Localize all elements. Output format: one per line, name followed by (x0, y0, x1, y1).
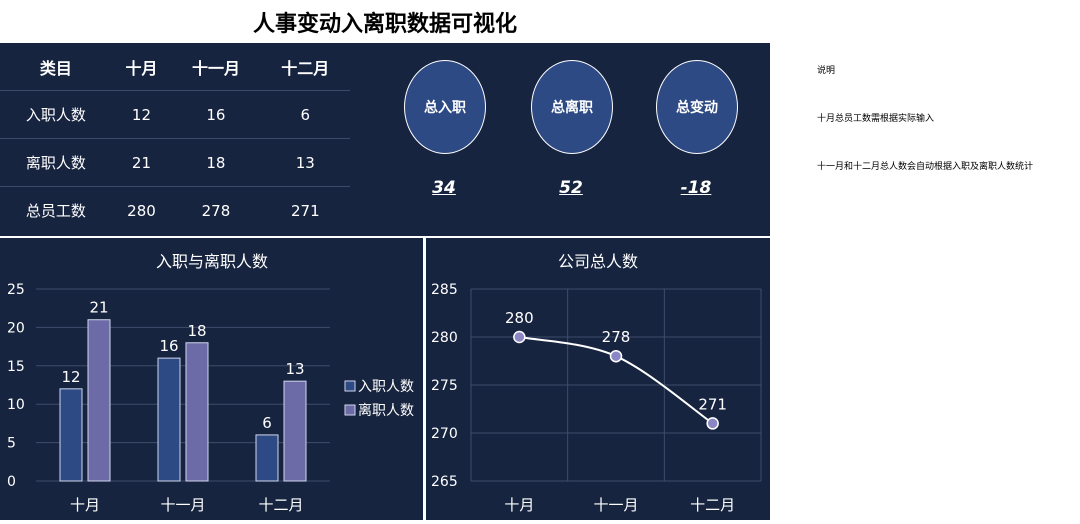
line-x-tick-label: 十月 (504, 496, 534, 514)
line-y-tick-label: 275 (431, 378, 458, 394)
bar (59, 388, 83, 482)
bar-data-label: 12 (61, 368, 80, 386)
bar-chart-title: 入职与离职人数 (156, 252, 268, 271)
table-cell: 入职人数 (0, 90, 112, 139)
total-change-value: -18 (680, 178, 712, 198)
table-header: 十二月 (260, 43, 350, 91)
total-leave-value: 52 (559, 178, 583, 198)
total-hire-badge: 总入职 (404, 60, 486, 154)
bar-y-tick-label: 0 (7, 474, 16, 490)
table-cell: 280 (127, 201, 156, 220)
data-table: 类目 十月 十一月 十二月 入职人数 12 16 6 离职人数 21 18 13… (0, 43, 350, 234)
page-title: 人事变动入离职数据可视化 (252, 12, 517, 37)
line-point (609, 349, 623, 363)
legend-label: 入职人数 (358, 379, 414, 395)
bar (157, 357, 181, 482)
bar-data-label: 18 (187, 322, 206, 340)
line-x-tick-label: 十一月 (593, 496, 638, 514)
table-header: 类目 (0, 43, 112, 91)
table-cell: 离职人数 (0, 138, 112, 187)
table-cell: 13 (260, 138, 350, 187)
table-row: 离职人数 21 18 13 (0, 138, 350, 187)
total-change-badge: 总变动 (656, 60, 738, 154)
bar-data-label: 6 (262, 414, 272, 432)
table-cell: 278 (201, 201, 231, 220)
bar-chart-panel: 入职与离职人数 0 5 10 15 20 25 十月 12 21 十一月 16 18 十二月 6 13 入… (0, 238, 423, 520)
legend-label: 离职人数 (358, 402, 414, 419)
legend-swatch (344, 404, 356, 416)
note-title: 说明 (817, 66, 836, 76)
table-header-row: 类目 十月 十一月 十二月 (0, 43, 350, 91)
table-cell: 18 (171, 138, 261, 187)
bar-y-tick-label: 10 (7, 397, 25, 413)
total-leave-label: 总离职 (551, 100, 593, 116)
bar-y-tick-label: 15 (7, 359, 25, 375)
bar (185, 342, 209, 482)
line-chart: 公司总人数 265 270 275 280 285 十月 十一月 十二月 280 278 271 (431, 252, 762, 514)
table-cell: 21 (111, 138, 172, 187)
line-y-tick-label: 270 (431, 426, 458, 442)
bar (255, 434, 279, 482)
line-data-label: 280 (505, 309, 534, 327)
table-row: 总员工数 280 278 271 (0, 187, 350, 235)
bar-data-label: 16 (159, 337, 178, 355)
line-point (513, 330, 526, 344)
table-row: 入职人数 12 16 6 (0, 90, 350, 139)
table-cell: 271 (290, 201, 320, 220)
table-cell: 总员工数 (25, 202, 86, 220)
total-hire-label: 总入职 (424, 100, 466, 116)
bar-chart: 入职与离职人数 0 5 10 15 20 25 十月 12 21 十一月 16 18 十二月 6 13 入… (7, 252, 414, 514)
summary-panel: 类目 十月 十一月 十二月 入职人数 12 16 6 离职人数 21 18 13… (0, 43, 770, 236)
bar-x-tick-label: 十二月 (258, 496, 303, 514)
bar-x-tick-label: 十一月 (160, 496, 205, 514)
total-leave-badge: 总离职 (531, 60, 613, 154)
bar-y-tick-label: 25 (7, 282, 25, 298)
bar-data-label: 21 (89, 299, 108, 317)
total-hire-value: 34 (432, 178, 456, 198)
note-line: 十一月和十二月总人数会自动根据入职及离职人数统计 (817, 162, 1034, 172)
note-line: 十月总员工数需根据实际输入 (817, 114, 935, 124)
line-y-tick-label: 265 (431, 474, 458, 490)
line-data-label: 278 (602, 328, 631, 346)
bar (87, 319, 111, 482)
line-x-tick-label: 十二月 (690, 496, 735, 514)
bar (283, 380, 307, 482)
bar-y-tick-label: 20 (7, 320, 25, 336)
line-y-tick-label: 285 (431, 282, 458, 298)
bar-x-tick-label: 十月 (70, 496, 100, 514)
line-chart-panel: 公司总人数 265 270 275 280 285 十月 十一月 十二月 280 278 271 (426, 238, 770, 520)
line-chart-title: 公司总人数 (558, 252, 638, 271)
bar-data-label: 13 (285, 360, 304, 378)
line-y-tick-label: 280 (431, 330, 458, 346)
bar-y-tick-label: 5 (7, 436, 16, 452)
table-cell: 12 (111, 90, 172, 139)
line-point (706, 417, 719, 430)
table-cell: 6 (260, 90, 350, 139)
line-data-label: 271 (698, 395, 727, 413)
table-header: 十月 (111, 43, 172, 91)
total-change-label: 总变动 (676, 100, 718, 116)
table-header: 十一月 (171, 43, 261, 91)
table-cell: 16 (171, 90, 261, 139)
legend-swatch (344, 380, 356, 392)
